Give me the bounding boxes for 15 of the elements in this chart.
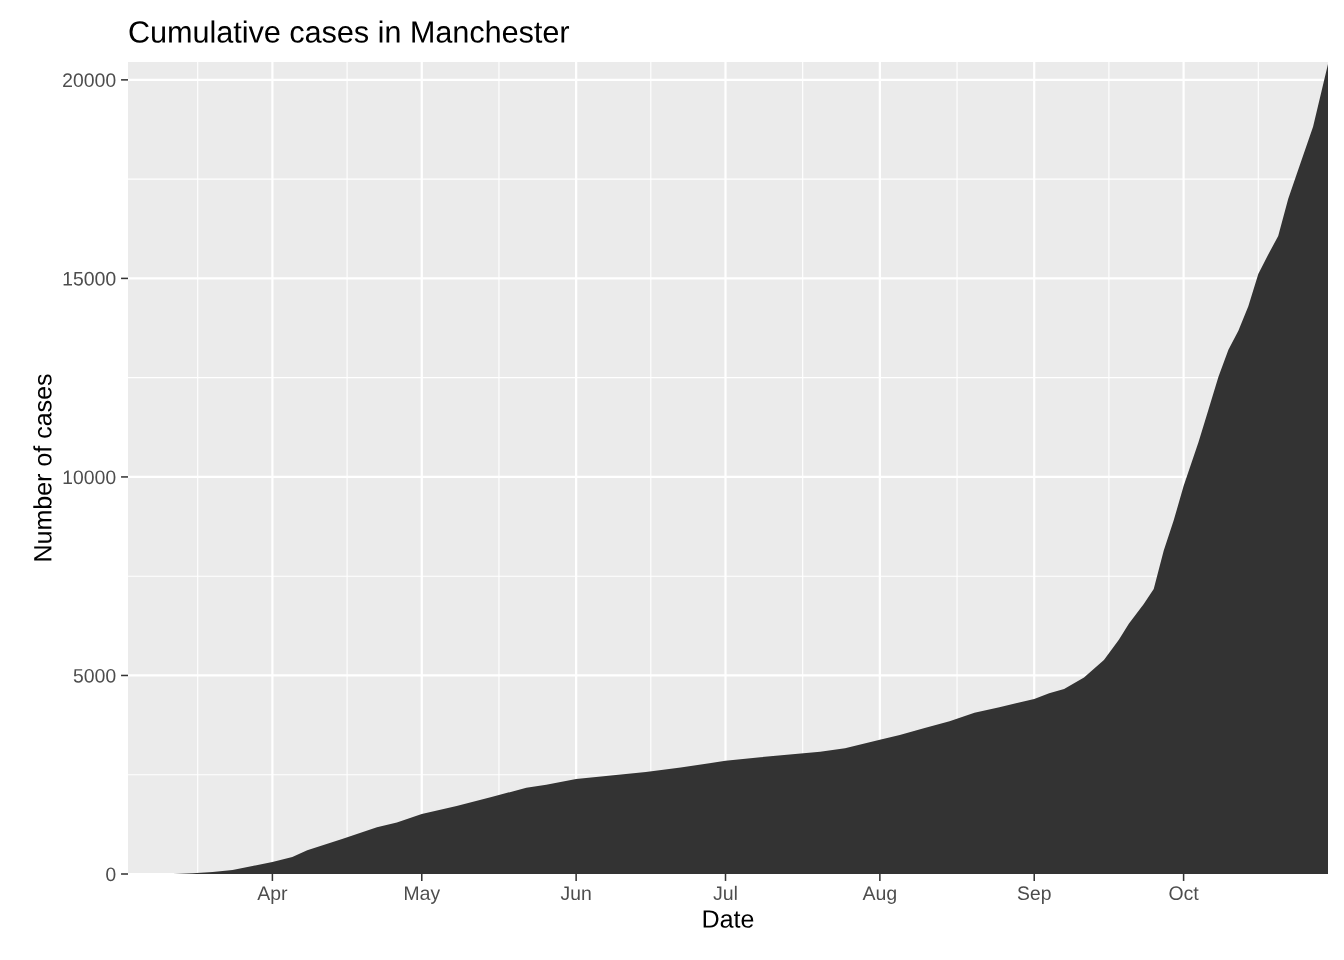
y-tick-label: 5000 [73, 668, 116, 683]
x-axis-title: Date [703, 910, 754, 928]
x-tick-label: Aug [862, 886, 896, 904]
y-axis-title: Number of cases [33, 374, 52, 561]
x-tick-label: Sep [1017, 886, 1051, 904]
x-tick-label: Jun [560, 886, 591, 901]
y-tick-label: 20000 [63, 73, 116, 88]
x-tick-label: Oct [1169, 886, 1199, 901]
x-tick-label: Jul [713, 885, 737, 901]
y-tick-label: 10000 [63, 470, 116, 485]
y-tick-label: 0 [106, 867, 116, 882]
chart-title: Cumulative cases in Manchester [129, 20, 570, 43]
x-tick-label: Apr [257, 886, 288, 904]
y-tick-label: 15000 [63, 271, 116, 286]
x-tick-label: May [405, 886, 441, 904]
